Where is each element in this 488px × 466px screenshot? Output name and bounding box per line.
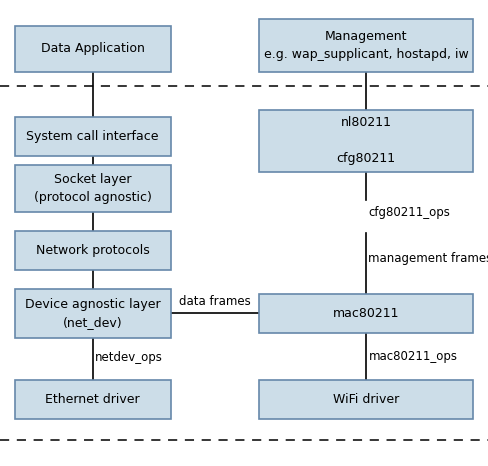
FancyBboxPatch shape (15, 231, 171, 270)
FancyBboxPatch shape (15, 289, 171, 338)
FancyBboxPatch shape (15, 165, 171, 212)
Text: netdev_ops: netdev_ops (95, 351, 163, 364)
Text: WiFi driver: WiFi driver (333, 393, 399, 406)
Text: Network protocols: Network protocols (36, 244, 150, 257)
FancyBboxPatch shape (15, 116, 171, 156)
Text: Socket layer
(protocol agnostic): Socket layer (protocol agnostic) (34, 173, 152, 204)
Text: mac80211: mac80211 (333, 307, 399, 320)
FancyBboxPatch shape (259, 19, 473, 72)
Text: management frames: management frames (368, 252, 488, 265)
Text: nl80211

cfg80211: nl80211 cfg80211 (336, 116, 396, 165)
FancyBboxPatch shape (15, 380, 171, 419)
FancyBboxPatch shape (15, 26, 171, 72)
Text: Device agnostic layer
(net_dev): Device agnostic layer (net_dev) (25, 298, 161, 329)
FancyBboxPatch shape (259, 294, 473, 333)
Text: data frames: data frames (179, 295, 251, 308)
Text: cfg80211_ops: cfg80211_ops (368, 206, 450, 219)
FancyBboxPatch shape (259, 110, 473, 172)
Text: System call interface: System call interface (26, 130, 159, 143)
Text: Ethernet driver: Ethernet driver (45, 393, 140, 406)
Text: Management
e.g. wap_supplicant, hostapd, iw: Management e.g. wap_supplicant, hostapd,… (264, 30, 468, 61)
Text: Data Application: Data Application (41, 42, 144, 55)
Text: mac80211_ops: mac80211_ops (368, 350, 457, 363)
FancyBboxPatch shape (259, 380, 473, 419)
